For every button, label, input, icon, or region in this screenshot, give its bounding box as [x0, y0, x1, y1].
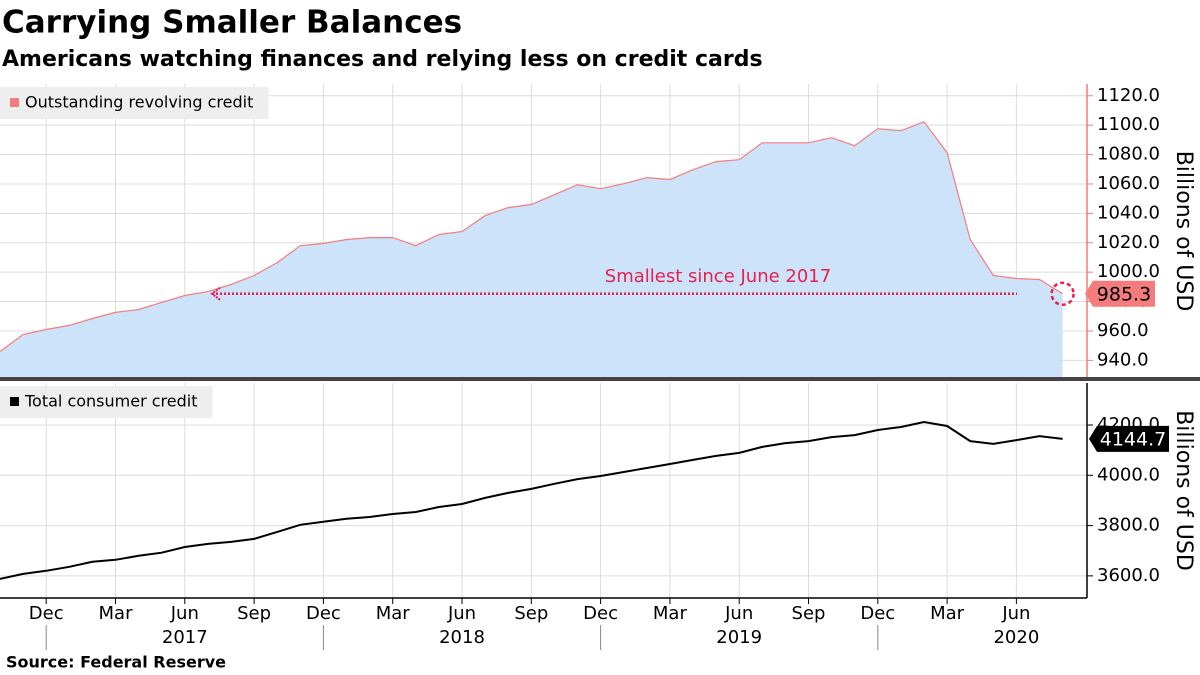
chart-title: Carrying Smaller Balances: [2, 5, 462, 41]
year-label: 2020: [993, 627, 1039, 648]
y-tick-label: 1060.0: [1097, 173, 1160, 194]
y-tick-label: 3800.0: [1097, 515, 1160, 536]
x-tick-label: Jun: [724, 603, 753, 624]
y-tick-label: 1040.0: [1097, 202, 1160, 223]
y-tick-label: 1100.0: [1097, 114, 1160, 135]
legend-swatch: [10, 397, 19, 406]
legend-label: Total consumer credit: [24, 392, 198, 411]
x-tick-label: Mar: [653, 603, 688, 624]
value-label-box: [1089, 425, 1169, 452]
area-line: [0, 121, 1063, 352]
x-tick-label: Mar: [376, 603, 411, 624]
legend-swatch: [10, 98, 19, 107]
year-label: 2019: [716, 627, 762, 648]
legend: Total consumer credit: [0, 386, 213, 418]
chart-subtitle: Americans watching finances and relying …: [2, 47, 763, 72]
y-tick-label: 1080.0: [1097, 144, 1160, 165]
annotation-arrow: [210, 286, 221, 301]
source: Source: Federal Reserve: [6, 653, 226, 672]
value-label: 4144.7: [1100, 428, 1166, 450]
y-axis-label: Billions of USD: [1171, 410, 1196, 571]
line: [0, 420, 1063, 580]
legend: Outstanding revolving credit: [0, 87, 269, 119]
legend-box: [0, 87, 269, 119]
x-tick-label: Jun: [1001, 603, 1030, 624]
year-label: 2017: [162, 627, 208, 648]
x-tick-label: Dec: [306, 603, 341, 624]
y-tick-label: 1020.0: [1097, 232, 1160, 253]
x-tick-label: Jun: [170, 603, 199, 624]
x-tick-label: Sep: [792, 603, 826, 624]
x-tick-label: Jun: [447, 603, 476, 624]
y-tick-label: 3600.0: [1097, 565, 1160, 586]
y-axis-label: Billions of USD: [1171, 151, 1196, 312]
area-fill: [0, 121, 1063, 379]
value-label-box: [1085, 280, 1155, 307]
y-tick-label: 960.0: [1097, 320, 1149, 341]
value-label: 985.3: [1097, 283, 1151, 305]
x-tick-label: Dec: [29, 603, 64, 624]
x-tick-label: Mar: [930, 603, 965, 624]
legend-box: [0, 386, 213, 418]
legend-label: Outstanding revolving credit: [25, 93, 253, 112]
year-label: 2018: [439, 627, 485, 648]
x-tick-label: Sep: [237, 603, 271, 624]
y-tick-label: 4000.0: [1097, 464, 1160, 485]
panel-separator: [0, 377, 1200, 381]
x-tick-label: Dec: [860, 603, 895, 624]
y-tick-label: 940.0: [1097, 349, 1149, 370]
y-tick-label: 1000.0: [1097, 261, 1160, 282]
annotation: Smallest since June 2017: [605, 266, 831, 287]
x-tick-label: Mar: [99, 603, 134, 624]
x-tick-label: Sep: [514, 603, 548, 624]
x-tick-label: Dec: [583, 603, 618, 624]
y-tick-label: 1120.0: [1097, 85, 1160, 106]
annotation-circle: [1050, 281, 1075, 307]
